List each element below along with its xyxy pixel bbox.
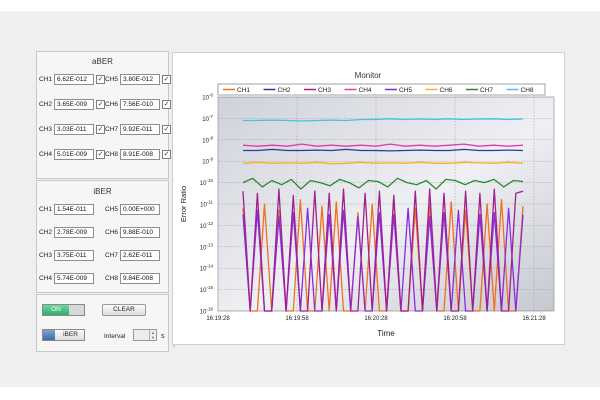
aber-ch2-label: CH2 xyxy=(39,101,53,108)
aber-ch6-checkbox[interactable]: ✓ xyxy=(162,100,171,109)
aber-ch5-label: CH5 xyxy=(105,76,119,83)
aber-ch7-value: 9.92E-011 xyxy=(120,124,160,135)
iber-title: iBER xyxy=(93,187,112,196)
aber-ch3-checkbox[interactable]: ✓ xyxy=(96,125,105,134)
series-line-ch1 xyxy=(242,196,524,312)
x-tick-label: 16:20:58 xyxy=(443,316,467,322)
aber-ch8-label: CH8 xyxy=(105,151,119,158)
aber-ch5-value: 3.80E-012 xyxy=(120,74,160,85)
y-tick-label: 10-16 xyxy=(200,307,214,316)
monitor-panel: Monitor CH1 CH2 CH3 CH4 CH5 CH6 CH7 CH8 10-6 10-7 1… xyxy=(172,52,565,345)
controls-panel: ON CLEAR iBER Interval ▲ ▼ s xyxy=(36,294,169,352)
clear-button[interactable]: CLEAR xyxy=(102,304,146,316)
iber-ch3-label: CH3 xyxy=(39,252,53,259)
x-tick-label: 16:19:58 xyxy=(285,316,309,322)
chart-title: Monitor xyxy=(355,71,382,80)
legend-label-ch4: CH4 xyxy=(359,87,372,94)
series-line-ch7 xyxy=(242,177,524,190)
y-tick-label: 10-8 xyxy=(202,135,213,144)
y-tick-label: 10-6 xyxy=(202,93,213,102)
aber-ch6-value: 7.56E-010 xyxy=(120,99,160,110)
y-tick-label: 10-13 xyxy=(200,242,214,251)
y-tick-label: 10-9 xyxy=(202,157,213,166)
legend-label-ch7: CH7 xyxy=(480,87,493,94)
series-line-ch8 xyxy=(243,118,524,122)
iber-ch5-value: 0.00E+000 xyxy=(120,204,160,215)
on-toggle[interactable]: ON xyxy=(42,304,85,316)
legend-box xyxy=(217,83,546,96)
legend-label-ch8: CH8 xyxy=(521,87,534,94)
iber-ch1-value: 1.54E-011 xyxy=(54,204,94,215)
iber-ch2-label: CH2 xyxy=(39,229,53,236)
aber-ch1-label: CH1 xyxy=(39,76,53,83)
y-tick-label: 10-11 xyxy=(200,200,213,209)
aber-title: aBER xyxy=(92,57,113,66)
aber-ch5-checkbox[interactable]: ✓ xyxy=(162,75,171,84)
aber-ch3-value: 3.03E-011 xyxy=(54,124,94,135)
aber-panel: aBER CH1 6.62E-012 ✓ CH5 3.80E-012 ✓ CH2 3.65E-… xyxy=(36,51,171,179)
interval-input[interactable]: ▲ ▼ xyxy=(133,329,157,341)
iber-ch4-label: CH4 xyxy=(39,275,53,282)
iber-ch4-value: 5.74E-009 xyxy=(54,273,94,284)
iber-ch6-label: CH6 xyxy=(105,229,119,236)
mode-label: iBER xyxy=(63,331,78,338)
aber-ch1-checkbox[interactable]: ✓ xyxy=(96,75,105,84)
aber-ch4-value: 5.01E-009 xyxy=(54,149,94,160)
iber-panel: iBER CH1 1.54E-011 CH5 0.00E+000 CH2 2.78E-00… xyxy=(36,180,169,293)
series-line-ch4 xyxy=(242,143,524,147)
aber-ch7-label: CH7 xyxy=(105,126,119,133)
legend-label-ch3: CH3 xyxy=(318,87,331,94)
iber-ch8-label: CH8 xyxy=(105,275,119,282)
aber-ch3-label: CH3 xyxy=(39,126,53,133)
aber-ch4-label: CH4 xyxy=(39,151,53,158)
x-tick-label: 16:21:28 xyxy=(522,316,546,322)
mode-toggle-knob xyxy=(43,330,55,340)
iber-ch7-value: 2.62E-011 xyxy=(120,250,160,261)
x-axis-label: Time xyxy=(377,329,395,338)
mode-toggle[interactable]: iBER xyxy=(42,329,85,341)
iber-ch6-value: 9.88E-010 xyxy=(120,227,160,238)
y-tick-label: 10-15 xyxy=(200,285,214,294)
aber-ch1-value: 6.62E-012 xyxy=(54,74,94,85)
y-axis-label: Error Ratio xyxy=(179,186,188,222)
iber-ch5-label: CH5 xyxy=(105,206,119,213)
monitor-chart: Monitor CH1 CH2 CH3 CH4 CH5 CH6 CH7 CH8 10-6 10-7 1… xyxy=(179,71,555,338)
aber-ch7-checkbox[interactable]: ✓ xyxy=(162,125,171,134)
aber-ch8-checkbox[interactable]: ✓ xyxy=(162,150,171,159)
scrollbar-left-arrow[interactable]: ‹ xyxy=(173,344,175,350)
series-line-ch3 xyxy=(242,188,524,312)
x-tick-label: 16:20:28 xyxy=(364,316,388,322)
y-tick-label: 10-7 xyxy=(202,114,213,123)
iber-ch3-value: 3.75E-011 xyxy=(54,250,94,261)
y-tick-label: 10-10 xyxy=(200,178,214,187)
aber-ch8-value: 8.91E-008 xyxy=(120,149,160,160)
y-tick-label: 10-12 xyxy=(200,221,214,230)
legend-label-ch6: CH6 xyxy=(440,87,453,94)
app-window: aBER CH1 6.62E-012 ✓ CH5 3.80E-012 ✓ CH2 3.65E-… xyxy=(0,11,600,387)
aber-ch4-checkbox[interactable]: ✓ xyxy=(96,150,105,159)
legend-label-ch5: CH5 xyxy=(399,87,412,94)
iber-ch8-value: 9.84E-008 xyxy=(120,273,160,284)
aber-ch2-checkbox[interactable]: ✓ xyxy=(96,100,105,109)
iber-ch2-value: 2.78E-009 xyxy=(54,227,94,238)
interval-unit: s xyxy=(161,333,165,340)
interval-label: Interval xyxy=(104,333,126,340)
interval-spinner[interactable]: ▲ ▼ xyxy=(149,330,156,340)
series-line-ch2 xyxy=(243,148,524,152)
legend-label-ch1: CH1 xyxy=(237,87,250,94)
on-toggle-indicator: ON xyxy=(43,305,69,315)
x-tick-label: 16:19:28 xyxy=(206,316,230,322)
series-line-ch6 xyxy=(242,161,524,165)
iber-ch1-label: CH1 xyxy=(39,206,53,213)
legend-label-ch2: CH2 xyxy=(278,87,291,94)
iber-ch7-label: CH7 xyxy=(105,252,119,259)
y-tick-label: 10-14 xyxy=(200,264,214,273)
aber-ch6-label: CH6 xyxy=(105,101,119,108)
aber-ch2-value: 3.65E-009 xyxy=(54,99,94,110)
